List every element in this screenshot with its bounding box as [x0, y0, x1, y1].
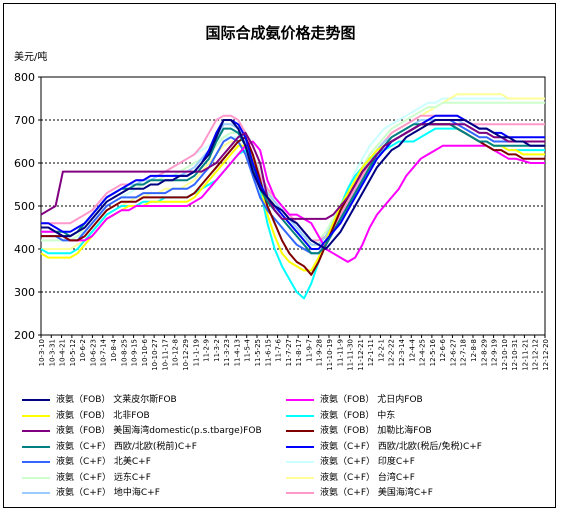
legend-label: 液氨（FOB） 尤日内FOB [320, 395, 423, 405]
x-tick-label: 11-6-15 [264, 339, 272, 366]
x-tick-label: 12-2-1 [377, 339, 385, 362]
legend-swatch [286, 399, 314, 401]
x-tick-label: 10-5-12 [69, 339, 77, 366]
x-tick-label: 12-1-11 [367, 339, 375, 366]
x-tick-label: 11-2-9 [203, 339, 211, 362]
y-tick-label: 700 [14, 114, 35, 127]
x-tick-label: 10-6-23 [89, 339, 97, 366]
x-tick-label: 10-3-31 [48, 339, 56, 366]
x-tick-label: 10-6-2 [79, 339, 87, 362]
legend-swatch [22, 414, 50, 417]
x-tick-label: 10-9-15 [131, 339, 139, 366]
x-tick-label: 12-10-31 [511, 339, 519, 371]
x-tick-label: 11-11-9 [336, 339, 344, 366]
legend-label: 液氨（C+F） 西欧/北欧(税前)C+F [56, 441, 197, 452]
legend-swatch [286, 476, 314, 479]
x-tick-label: 11-3-2 [213, 339, 221, 362]
legend-swatch [22, 476, 50, 479]
legend-swatch [22, 399, 50, 401]
legend-label: 液氨（FOB） 北非FOB [56, 410, 150, 421]
x-tick-label: 11-9-7 [305, 339, 313, 362]
legend-swatch [22, 430, 50, 432]
legend-label: 液氨（FOB） 中东 [320, 410, 396, 421]
x-tick-label: 12-6-27 [449, 339, 457, 366]
x-tick-label: 12-9-19 [491, 339, 499, 366]
legend-label: 液氨（FOB） 加勒比海FOB [320, 426, 432, 436]
legend-swatch [22, 461, 50, 463]
series-line [41, 119, 545, 250]
x-tick-label: 11-5-4 [244, 338, 252, 361]
x-tick-label: 11-4-13 [233, 339, 241, 366]
x-tick-label: 12-5-16 [429, 338, 437, 366]
legend-label: 液氨（C+F） 西欧/北欧(税后/免税)C+F [320, 441, 482, 452]
legend-swatch [286, 445, 314, 448]
y-tick-label: 600 [14, 157, 35, 170]
x-tick-label: 11-11-30 [347, 339, 355, 371]
x-tick-label: 12-12-20 [542, 339, 550, 371]
legend-label: 液氨（FOB） 文莱皮尔斯FOB [56, 395, 177, 405]
y-tick-label: 300 [14, 286, 35, 299]
x-tick-label: 11-3-23 [223, 339, 231, 366]
x-tick-label: 10-8-4 [110, 338, 118, 361]
legend-label: 液氨（C+F） 北美C+F [56, 457, 151, 467]
x-tick-label: 12-3-14 [398, 338, 406, 366]
legend-swatch [286, 414, 314, 417]
x-tick-label: 10-4-21 [59, 339, 67, 366]
x-tick-label: 11-12-21 [357, 339, 365, 371]
chart-title: 国际合成氨价格走势图 [205, 24, 356, 42]
series-line [41, 119, 545, 255]
x-tick-label: 10-10-27 [151, 339, 159, 371]
y-tick-label: 500 [14, 200, 35, 213]
legend-label: 液氨（C+F） 美国海湾C+F [320, 488, 433, 498]
series-line [41, 123, 545, 255]
x-tick-label: 11-8-17 [295, 339, 303, 366]
y-tick-label: 800 [14, 71, 35, 84]
x-tick-label: 12-8-29 [480, 339, 488, 366]
legend-label: 液氨（FOB） 美国海湾domestic(p.s.tbarge)FOB [56, 426, 262, 436]
x-tick-label: 12-12-12 [532, 339, 540, 371]
y-axis-unit-label: 美元/吨 [14, 52, 48, 63]
legend-label: 液氨（C+F） 地中海C+F [56, 488, 160, 498]
x-tick-label: 10-12-29 [182, 339, 190, 371]
y-tick-label: 400 [14, 243, 35, 256]
series-line [40, 123, 545, 220]
chart-frame [3, 3, 556, 508]
series-line [41, 114, 545, 250]
x-tick-label: 12-10-10 [501, 339, 509, 371]
x-tick-label: 11-1-19 [192, 339, 200, 366]
x-tick-label: 12-6-6 [439, 338, 447, 361]
series-line [41, 140, 545, 263]
x-tick-label: 12-4-4 [408, 338, 416, 361]
x-tick-label: 12-4-25 [419, 339, 427, 366]
legend-swatch [22, 445, 50, 448]
legend-swatch [22, 492, 50, 494]
x-tick-label: 11-10-19 [326, 339, 334, 371]
x-tick-label: 10-12-8 [172, 339, 180, 366]
x-tick-label: 12-2-22 [388, 339, 396, 366]
legend-label: 液氨（C+F） 印度C+F [320, 457, 415, 467]
legend-label: 液氨（C+F） 远东C+F [56, 472, 151, 483]
x-tick-label: 11-5-25 [254, 339, 262, 366]
x-tick-label: 12-8-8 [470, 339, 478, 362]
x-tick-label: 10-7-14 [100, 338, 108, 366]
x-tick-label: 10-8-25 [120, 339, 128, 366]
x-tick-label: 12-7-18 [460, 339, 468, 366]
legend-swatch [286, 461, 314, 463]
legend-label: 液氨（C+F） 台湾C+F [320, 472, 415, 483]
legend-swatch [286, 492, 314, 494]
x-tick-label: 10-11-17 [161, 339, 169, 371]
x-tick-label: 12-11-21 [521, 339, 529, 371]
x-tick-label: 11-9-28 [316, 339, 324, 366]
legend-swatch [286, 430, 314, 432]
y-tick-label: 200 [14, 329, 35, 342]
x-tick-label: 10-3-10 [38, 339, 46, 366]
x-tick-label: 10-10-6 [141, 338, 149, 366]
x-tick-label: 11-7-27 [285, 339, 293, 366]
x-tick-label: 11-7-6 [275, 338, 283, 361]
